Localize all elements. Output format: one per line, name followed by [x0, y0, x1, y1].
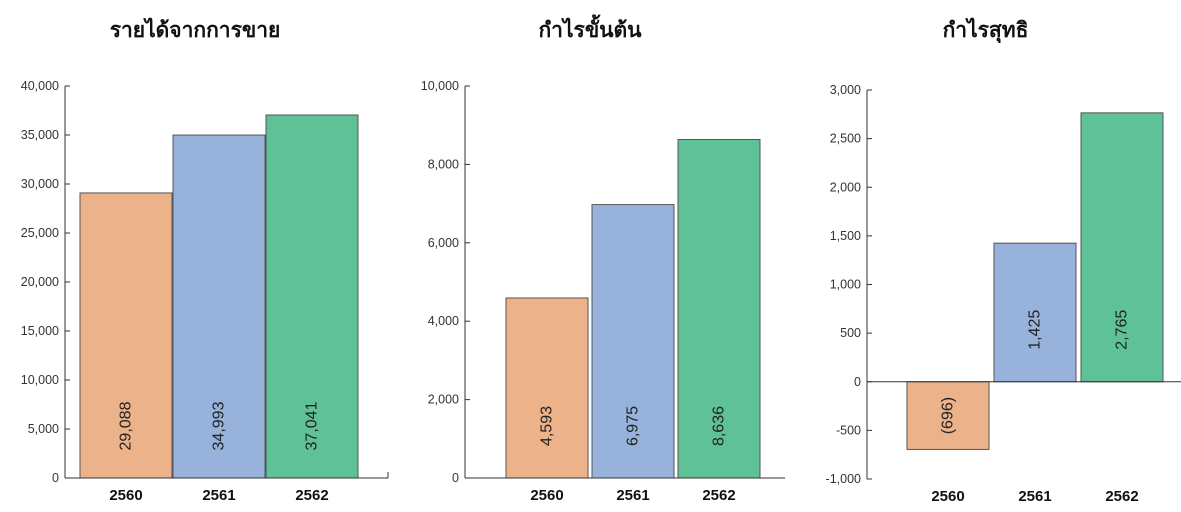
bar-2562 — [677, 138, 761, 479]
data-label: 34,993 — [211, 401, 228, 450]
chart-title: รายได้จากการขาย — [109, 18, 281, 42]
y-tick-label: 15,000 — [21, 324, 59, 338]
bar-2561 — [172, 134, 266, 479]
y-tick-label: 2,500 — [830, 132, 861, 146]
y-tick-label: 0 — [854, 375, 861, 389]
x-tick-label: 2560 — [109, 487, 142, 504]
x-tick-label: 2562 — [295, 487, 328, 504]
bar-2560 — [79, 192, 173, 479]
chart-net-profit: กำไรสุทธิ -1,000 -500 0 500 1,000 1,500 2,000 2… — [790, 0, 1181, 512]
data-label: 37,041 — [304, 401, 321, 450]
y-tick-label: 30,000 — [21, 177, 59, 191]
data-label: 1,425 — [1027, 310, 1044, 350]
chart-sales-revenue: รายได้จากการขาย 0 5,000 10,000 15,000 20,000… — [0, 0, 390, 512]
chart-plot: -1,000 -500 0 500 1,000 1,500 2,000 2,500 3,000 (… — [826, 83, 1181, 505]
y-tick-label: 4,000 — [428, 314, 459, 328]
x-tick-label: 2561 — [616, 487, 649, 504]
data-label: 29,088 — [118, 401, 135, 450]
y-tick-label: 0 — [52, 471, 59, 485]
y-tick-label: 20,000 — [21, 275, 59, 289]
data-label: 4,593 — [539, 406, 556, 446]
y-tick-label: 3,000 — [830, 83, 861, 97]
x-tick-label: 2562 — [1105, 488, 1138, 505]
x-tick-label: 2560 — [931, 488, 964, 505]
y-tick-label: 2,000 — [830, 180, 861, 194]
bar-2561 — [591, 204, 675, 479]
y-tick-label: 6,000 — [428, 236, 459, 250]
data-label: 8,636 — [711, 406, 728, 446]
x-tick-label: 2561 — [1018, 488, 1051, 505]
y-tick-label: 500 — [840, 326, 861, 340]
y-tick-label: 1,000 — [830, 278, 861, 292]
chart-gross-profit: กำไรขั้นต้น 0 2,000 4,000 6,000 8,000 10,000 4… — [395, 0, 785, 512]
bar-2562 — [1080, 112, 1164, 383]
data-label: (696) — [940, 397, 957, 434]
data-label: 6,975 — [625, 406, 642, 446]
y-tick-label: 5,000 — [28, 422, 59, 436]
chart-plot: 0 5,000 10,000 15,000 20,000 25,000 30,000 35,0… — [21, 79, 389, 504]
y-tick-label: 0 — [452, 471, 459, 485]
chart-title: กำไรสุทธิ — [942, 18, 1029, 42]
y-tick-label: 8,000 — [428, 157, 459, 171]
data-label: 2,765 — [1114, 310, 1131, 350]
y-tick-label: 1,500 — [830, 229, 861, 243]
chart-title: กำไรขั้นต้น — [538, 18, 642, 42]
bar-2562 — [265, 114, 359, 479]
y-tick-label: 2,000 — [428, 393, 459, 407]
y-tick-label: 25,000 — [21, 226, 59, 240]
y-tick-label: -1,000 — [826, 472, 861, 486]
x-tick-label: 2561 — [202, 487, 235, 504]
bar-2560 — [906, 381, 990, 450]
chart-plot: 0 2,000 4,000 6,000 8,000 10,000 4,593 2560 6,97… — [421, 79, 785, 504]
y-tick-label: 10,000 — [21, 373, 59, 387]
bar-2561 — [993, 242, 1077, 383]
y-tick-label: 10,000 — [421, 79, 459, 93]
bar-2560 — [505, 297, 589, 479]
x-tick-label: 2560 — [530, 487, 563, 504]
x-tick-label: 2562 — [702, 487, 735, 504]
y-tick-label: 35,000 — [21, 128, 59, 142]
y-tick-label: 40,000 — [21, 79, 59, 93]
y-tick-label: -500 — [836, 423, 861, 437]
